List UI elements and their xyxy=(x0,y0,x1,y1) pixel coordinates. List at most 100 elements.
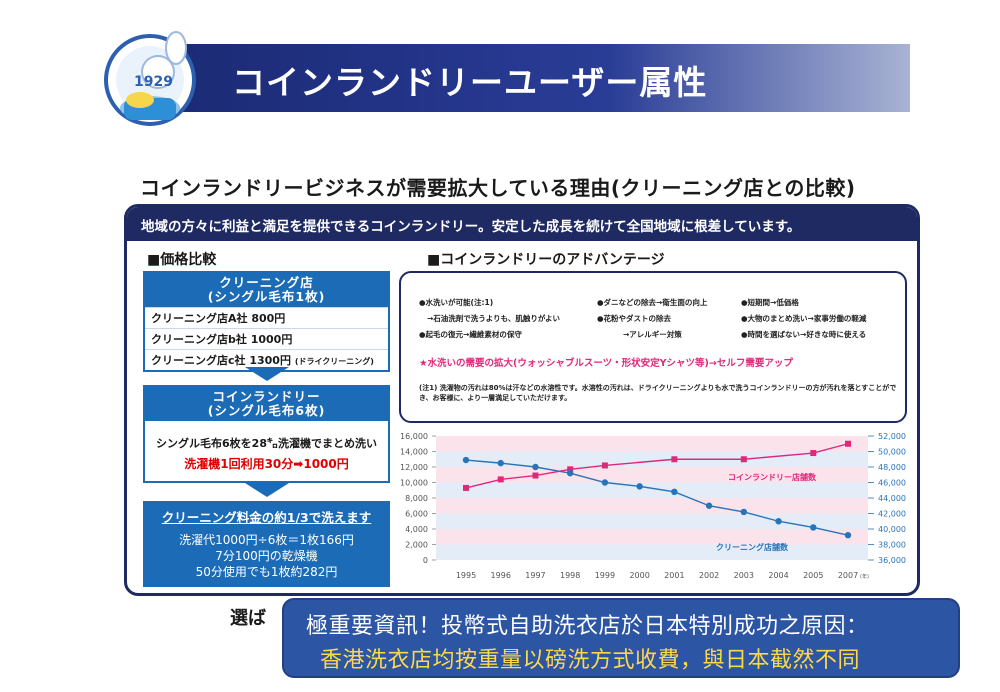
price-row: クリーニング店c社 1300円 (ドライクリーニング) xyxy=(145,349,388,370)
series-label-cleaning: クリーニング店舗数 xyxy=(716,542,789,552)
x-tick-label: 1995 xyxy=(456,571,476,580)
price-section-title: ■価格比較 xyxy=(147,252,217,268)
x-tick-label: 1999 xyxy=(595,571,615,580)
right-tick-label: 44,000 xyxy=(878,494,906,503)
grid-band xyxy=(436,498,868,514)
data-point xyxy=(601,479,609,486)
advantage-box: ●水洗いが可能(注:1) →石油洗剤で洗うよりも、肌触りがよい ●起毛の復元→繊… xyxy=(399,271,907,423)
callout-line-2: 香港洗衣店均按重量以磅洗方式收費，與日本截然不同 xyxy=(320,648,861,673)
right-tick-label: 40,000 xyxy=(878,525,906,534)
left-tick-label: 2,000 xyxy=(405,541,428,550)
left-tick-label: 10,000 xyxy=(400,479,428,488)
laundry-description: シングル毛布6枚を28㌔洗濯機でまとめ洗い xyxy=(156,437,377,450)
right-tick-label: 38,000 xyxy=(878,541,906,550)
right-tick-label: 48,000 xyxy=(878,463,906,472)
data-point xyxy=(810,450,817,457)
data-point xyxy=(532,472,539,479)
data-point xyxy=(671,488,678,495)
advantage-highlight: ★水洗いの需要の拡大(ウォッシャブルスーツ・形状安定Yシャツ等)→セルフ需要アッ… xyxy=(419,358,793,369)
x-tick-label: 1996 xyxy=(491,571,511,580)
grid-band xyxy=(436,529,868,545)
data-point xyxy=(532,463,539,471)
x-unit-label: (年) xyxy=(860,573,869,580)
data-point xyxy=(463,484,469,491)
left-tick-label: 16,000 xyxy=(400,432,428,441)
data-point xyxy=(636,483,643,490)
data-point xyxy=(497,459,504,467)
advantage-item: ●短期間→低価格 xyxy=(741,298,799,307)
data-point xyxy=(740,456,747,463)
x-tick-label: 1997 xyxy=(525,571,545,580)
right-tick-label: 42,000 xyxy=(878,510,906,519)
grid-band xyxy=(436,436,868,452)
x-tick-label: 2002 xyxy=(699,571,719,580)
data-point xyxy=(845,440,851,447)
laundry-card-subtitle: (シングル毛布6枚) xyxy=(207,403,326,418)
advantage-item: ●花粉やダストの除去 xyxy=(597,314,672,323)
advantage-item: →アレルギー対策 xyxy=(623,330,682,339)
advantage-note: (注1) 洗濯物の汚れは80%は汗などの水溶性です。水溶性の汚れは、ドライクリー… xyxy=(419,384,897,402)
right-tick-label: 36,000 xyxy=(878,556,906,565)
x-tick-label: 2004 xyxy=(768,571,788,580)
comparison-panel: 地域の方々に利益と満足を提供できるコインランドリー。安定した成長を続けて全国地域… xyxy=(124,204,920,596)
grid-band xyxy=(436,513,868,529)
data-point xyxy=(497,476,504,483)
series-label-laundry: コインランドリー店舗数 xyxy=(728,472,817,482)
left-tick-label: 8,000 xyxy=(405,494,428,503)
advantage-item: ●起毛の復元→繊維素材の保守 xyxy=(419,330,522,339)
left-tick-label: 12,000 xyxy=(400,463,428,472)
header-bar xyxy=(160,44,910,112)
laundry-card-title: コインランドリー xyxy=(212,389,321,404)
advantage-section-title: ■コインランドリーのアドバンテージ xyxy=(427,252,665,268)
data-point xyxy=(462,456,470,464)
left-tick-label: 14,000 xyxy=(400,448,428,457)
advantage-item: ●ダニなどの除去→衛生面の向上 xyxy=(597,298,708,307)
laundry-price-card: コインランドリー (シングル毛布6枚) シングル毛布6枚を28㌔洗濯機でまとめ洗… xyxy=(143,385,390,483)
mascot-logo-icon: 1929 xyxy=(104,31,196,126)
data-point xyxy=(567,466,574,473)
cleaning-card-title: クリーニング店 xyxy=(219,275,314,290)
advantage-item: ●時間を選ばない→好きな時に使える xyxy=(741,330,867,339)
data-point xyxy=(671,456,678,463)
x-tick-label: 2005 xyxy=(803,571,823,580)
down-arrow-icon xyxy=(245,483,289,497)
callout-line-1: 極重要資訊！投幣式自助洗衣店於日本特別成功之原因： xyxy=(306,614,869,639)
summary-line: 50分使用でも1枚約282円 xyxy=(195,565,338,579)
x-tick-label: 2003 xyxy=(734,571,754,580)
data-point xyxy=(810,524,817,531)
grid-band xyxy=(436,451,868,467)
summary-title: クリーニング料金の約1/3で洗えます xyxy=(161,510,372,525)
right-tick-label: 50,000 xyxy=(878,448,906,457)
advantage-item: ●大物のまとめ洗い→家事労働の軽減 xyxy=(741,314,867,323)
data-point xyxy=(705,502,713,509)
left-tick-label: 6,000 xyxy=(405,510,428,519)
series-line xyxy=(465,459,849,536)
select-label: 選ば xyxy=(230,608,266,629)
store-count-chart: 16,000 14,000 12,000 10,000 8,000 6,000 4,000 2… xyxy=(400,432,906,580)
data-point xyxy=(775,518,782,525)
right-tick-label: 52,000 xyxy=(878,432,906,441)
info-callout: 極重要資訊！投幣式自助洗衣店於日本特別成功之原因： 香港洗衣店均按重量以磅洗方式… xyxy=(282,598,960,678)
laundry-price-highlight: 洗濯機1回利用30分➡1000円 xyxy=(184,457,349,471)
data-point xyxy=(844,532,852,539)
data-point xyxy=(601,462,608,469)
grid-band xyxy=(436,467,868,483)
advantage-item: ●水洗いが可能(注:1) xyxy=(419,298,494,307)
left-tick-label: 4,000 xyxy=(405,525,428,534)
cleaning-card-head: クリーニング店 (シングル毛布1枚) xyxy=(145,273,388,307)
grid-band xyxy=(436,482,868,498)
left-tick-label: 0 xyxy=(423,556,428,565)
x-tick-label: 2001 xyxy=(664,571,684,580)
grid-band xyxy=(436,544,868,560)
price-row: クリーニング店A社 800円 xyxy=(145,307,388,328)
summary-line: 7分100円の乾燥機 xyxy=(215,549,318,563)
x-tick-label: 2007 xyxy=(838,571,858,580)
right-tick-label: 46,000 xyxy=(878,479,906,488)
price-row: クリーニング店b社 1000円 xyxy=(145,328,388,349)
panel-header: 地域の方々に利益と満足を提供できるコインランドリー。安定した成長を続けて全国地域… xyxy=(127,207,917,241)
x-tick-label: 1998 xyxy=(560,571,580,580)
down-arrow-icon xyxy=(245,367,289,381)
advantage-item: →石油洗剤で洗うよりも、肌触りがよい xyxy=(427,314,561,323)
svg-text:1929: 1929 xyxy=(134,74,173,90)
cleaning-card-subtitle: (シングル毛布1枚) xyxy=(207,289,326,304)
